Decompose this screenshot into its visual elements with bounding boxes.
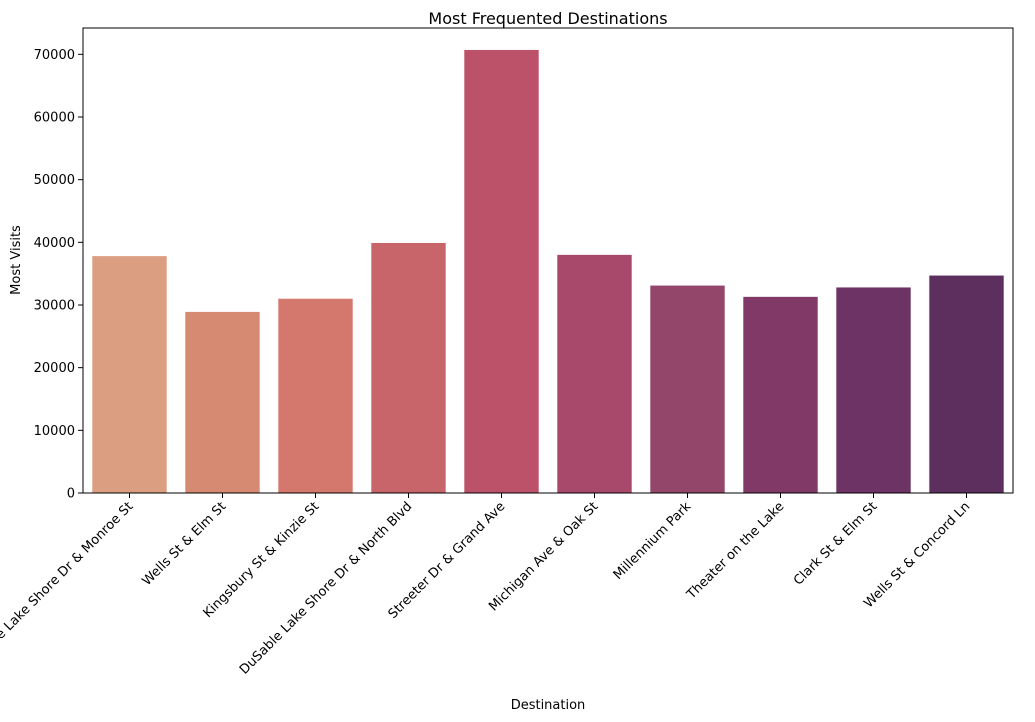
x-tick-label: Wells St & Concord Ln (861, 499, 973, 611)
x-tick-label: Michigan Ave & Oak St (486, 499, 601, 614)
bar (836, 287, 911, 493)
bar (929, 275, 1004, 493)
y-tick-label: 70000 (34, 48, 75, 63)
bar (371, 242, 446, 493)
bar (464, 49, 539, 494)
x-tick-label: Theater on the Lake (684, 499, 788, 603)
bar (92, 256, 167, 493)
y-tick-label: 30000 (34, 298, 75, 313)
y-tick-label: 50000 (34, 173, 75, 188)
plot-area: 0 10000 20000 30000 40000 50000 60000 70000 DuSa… (0, 48, 1004, 678)
y-tick-label: 20000 (34, 361, 75, 376)
plot-frame (82, 27, 1014, 494)
x-tick-label: DuSable Lake Shore Dr & Monroe St (0, 499, 136, 675)
chart-title: Most Frequented Destinations (428, 9, 667, 28)
x-tick-label: Millennium Park (611, 499, 695, 583)
y-tick-label: 10000 (34, 424, 75, 439)
y-tick-label: 40000 (34, 236, 75, 251)
bar (743, 296, 818, 493)
bar (557, 254, 632, 493)
x-tick-label: Clark St & Elm St (791, 499, 880, 588)
y-axis-label: Most Visits (9, 225, 24, 295)
y-tick-label: 60000 (34, 110, 75, 125)
bar (185, 311, 260, 493)
y-tick-label: 0 (67, 487, 75, 502)
x-tick-label: Wells St & Elm St (140, 499, 230, 589)
x-tick-label: DuSable Lake Shore Dr & North Blvd (237, 499, 415, 677)
x-axis-label: Destination (511, 698, 586, 713)
bar (650, 285, 725, 493)
bar (278, 298, 353, 493)
